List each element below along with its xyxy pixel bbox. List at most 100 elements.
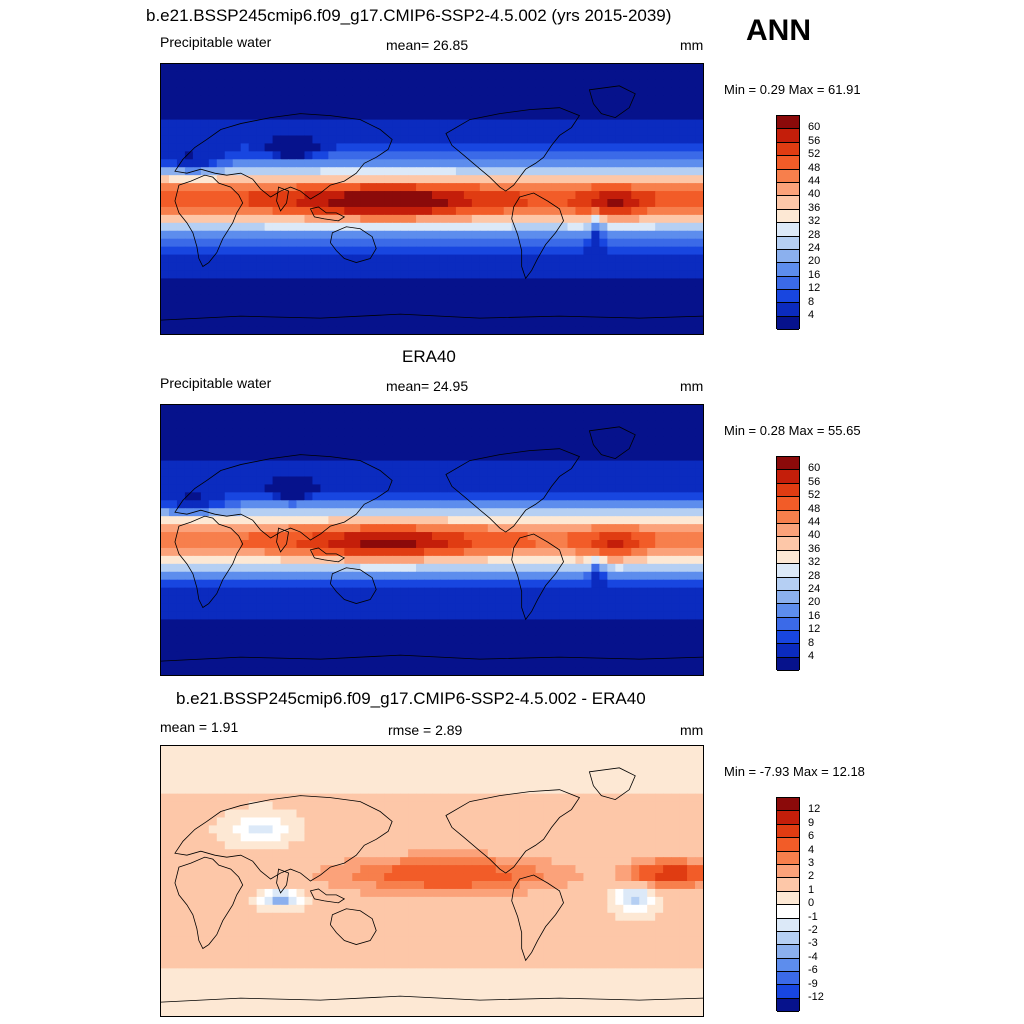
map-cell [296,428,305,438]
map-cell [304,135,313,144]
map-cell [200,183,210,192]
map-cell [567,516,576,525]
map-cell [679,635,688,644]
map-cell [591,199,600,208]
map-cell [272,587,282,597]
map-cell [543,619,553,628]
map-cell [328,746,337,755]
map-cell [663,238,672,248]
map-cell [679,460,688,470]
map-cell [527,746,537,755]
map-cell [543,127,553,136]
map-cell [376,167,385,176]
map-cell [352,492,361,501]
map-cell [607,516,616,525]
map-cell [312,135,321,144]
map-cell [352,428,361,438]
map-cell [312,635,321,644]
map-cell [240,206,250,216]
map-cell [432,547,441,557]
map-cell [368,627,377,636]
map-cell [551,175,561,184]
map-cell [503,571,513,581]
map-cell [424,500,433,509]
map-cell [192,603,202,612]
map-cell [264,444,274,454]
map-cell [591,468,600,477]
map-cell [304,191,313,200]
map-cell [471,159,481,168]
map-cell [439,262,449,271]
map-cell [248,619,258,628]
map-cell [591,151,600,160]
map-cell [575,151,584,160]
colorbar-swatch [777,617,799,632]
map-cell [336,206,345,216]
map-cell [344,524,353,533]
map-cell [535,476,545,485]
map-cell [447,452,457,462]
map-cell [216,111,226,121]
map-cell [631,452,640,462]
map-cell [416,484,425,493]
map-cell [543,667,553,675]
map-cell [567,460,576,470]
map-cell [503,667,513,675]
map-cell [184,420,194,430]
map-cell [511,175,521,184]
map-cell [161,452,170,462]
map-cell [479,151,489,160]
map-cell [471,222,481,232]
map-cell [336,436,345,446]
map-cell [432,326,441,334]
map-cell [304,302,313,311]
map-cell [447,547,457,557]
map-cell [232,119,242,129]
map-cell [232,199,242,208]
map-cell [200,468,210,477]
map-cell [240,524,250,533]
map-cell [583,405,592,414]
map-cell [376,405,385,414]
map-cell [639,159,648,168]
map-cell [623,532,632,541]
map-cell [208,302,218,311]
map-cell [607,87,616,97]
map-cell [463,492,473,501]
map-cell [200,222,210,232]
map-cell [432,476,441,485]
coastline [445,448,581,533]
map-cell [248,563,258,573]
map-cell [463,183,473,192]
map-cell [208,476,218,485]
map-cell [368,230,377,240]
map-cell [567,420,576,430]
map-cell [336,540,345,549]
map-cell [424,563,433,573]
map-cell [551,667,561,675]
map-cell [288,563,297,573]
map-cell [208,222,218,232]
map-cell [583,619,592,628]
map-cell [408,238,417,248]
map-cell [240,111,250,121]
map-cell [439,206,449,216]
map-cell [679,555,688,565]
map-cell [479,262,489,271]
map-cell [208,659,218,668]
map-cell [439,310,449,319]
map-cell [296,143,305,152]
map-cell [161,412,170,422]
map-cell [463,230,473,240]
map-cell [240,611,250,620]
map-cell [264,214,274,224]
map-cell [336,595,345,605]
map-cell [168,175,178,184]
map-cell [479,484,489,493]
map-cell [607,547,616,557]
map-cell [384,79,393,89]
map-cell [384,254,393,264]
map-cell [232,111,242,121]
map-cell [439,119,449,129]
map-cell [519,278,529,287]
